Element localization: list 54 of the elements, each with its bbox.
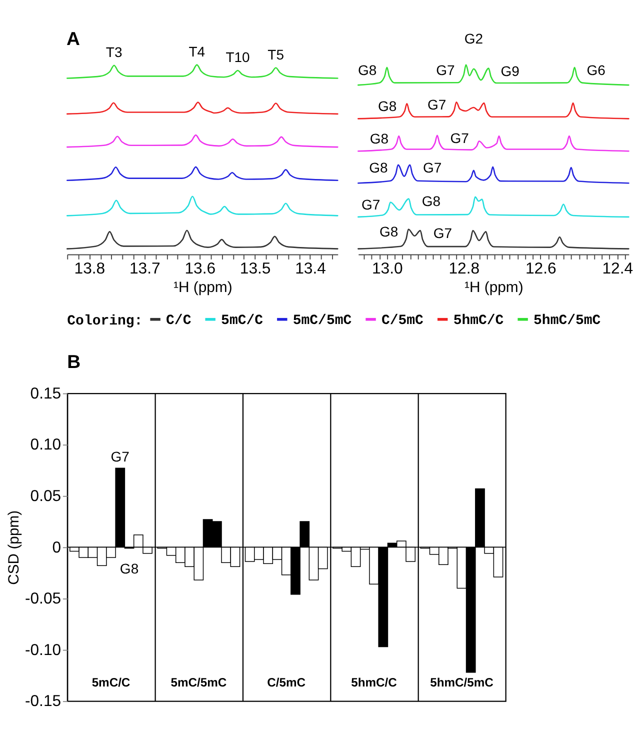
y-tick-label: 0.10 — [30, 436, 62, 454]
annotation: G7 — [433, 225, 452, 242]
annotation: G8 — [380, 224, 398, 240]
legend-label: 5mC/C — [221, 313, 264, 330]
x-tick-label: C/5mC — [267, 676, 306, 690]
legend-title: Coloring: — [67, 313, 143, 330]
annotation: G7 — [436, 62, 456, 78]
x-tick-label: 13.5 — [240, 260, 271, 278]
x-axis-title: ¹H (ppm) — [464, 279, 524, 296]
chart-title: A — [66, 28, 80, 50]
x-axis-title: ¹H (ppm) — [173, 279, 232, 296]
x-tick-label: 5mC/5mC — [170, 676, 227, 690]
annotation: G2 — [464, 30, 484, 47]
y-tick-label: -0.05 — [24, 590, 62, 608]
y-tick-label: 0.05 — [30, 488, 62, 506]
annotation: G8 — [358, 62, 377, 78]
x-tick-label: 13.0 — [372, 260, 404, 278]
annotation: T10 — [226, 49, 250, 66]
x-tick-label: 5hmC/C — [351, 676, 398, 690]
annotation: T5 — [268, 46, 284, 62]
annotation: G7 — [110, 448, 130, 465]
annotation: G9 — [500, 62, 520, 79]
legend-label: C/C — [166, 313, 192, 330]
annotation: G8 — [370, 130, 389, 146]
x-tick-label: 13.7 — [129, 260, 161, 278]
x-tick-label: 12.4 — [602, 260, 634, 278]
y-axis-title: CSD (ppm) — [5, 510, 22, 585]
annotation: G7 — [423, 159, 442, 176]
y-tick-label: -0.10 — [24, 642, 62, 659]
y-tick-label: -0.15 — [24, 693, 62, 710]
y-tick-label: 0.15 — [30, 385, 62, 402]
annotation: G8 — [422, 193, 441, 210]
legend-label: 5mC/5mC — [292, 313, 352, 330]
x-tick-label: 5mC/C — [92, 676, 130, 690]
annotation: T4 — [188, 43, 206, 60]
legend-label: 5hmC/C — [453, 313, 504, 330]
x-tick-label: 13.6 — [184, 260, 216, 278]
x-tick-label: 12.6 — [525, 260, 556, 278]
legend-label: 5hmC/5mC — [534, 313, 601, 330]
annotation: G8 — [120, 560, 139, 576]
legend-label: C/5mC — [381, 313, 424, 330]
annotation: G8 — [378, 98, 397, 114]
annotation: G8 — [369, 159, 388, 176]
chart-title: B — [67, 351, 81, 372]
y-tick-label: 0 — [52, 539, 62, 556]
x-tick-label: 12.8 — [448, 260, 480, 278]
annotation: G6 — [586, 62, 606, 78]
x-tick-label: 13.8 — [74, 260, 106, 278]
annotation: G7 — [427, 96, 446, 113]
x-tick-label: 13.4 — [295, 260, 326, 278]
x-tick-label: 5hmC/5mC — [430, 676, 494, 690]
annotation: G7 — [361, 196, 380, 213]
annotation: T3 — [106, 44, 122, 60]
annotation: G7 — [450, 130, 470, 146]
